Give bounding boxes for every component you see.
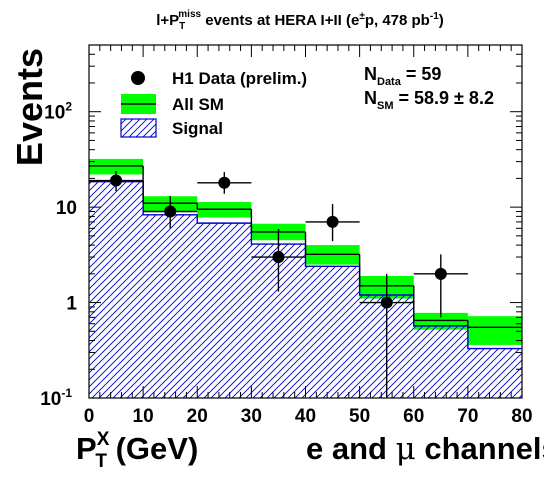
all-sm-band-bin [467, 316, 522, 345]
x-tick-label: 80 [511, 406, 532, 427]
x-tick-label: 0 [84, 406, 95, 427]
y-tick-label: 102 [44, 100, 72, 124]
n-data-annotation: NData = 59 [364, 64, 441, 88]
legend-swatch-signal [120, 118, 157, 138]
data-point [380, 296, 393, 309]
all-sm-band-bin [89, 158, 144, 175]
x-tick-label: 60 [403, 406, 424, 427]
legend-marker-data [131, 71, 145, 85]
chart-title: l+PTmiss events at HERA I+II (e±p, 478 p… [156, 9, 444, 32]
x-axis-label: PX T (GeV) [76, 429, 198, 472]
x-tick-label: 30 [241, 406, 262, 427]
data-point [110, 174, 123, 187]
signal-hatch-area [89, 181, 522, 398]
n-sm-annotation: NSM = 58.9 ± 8.2 [364, 88, 494, 112]
data-point [326, 215, 339, 228]
x-tick-label: 50 [349, 406, 370, 427]
x-tick-label: 40 [295, 406, 316, 427]
data-point [164, 205, 177, 218]
y-tick-label: 1 [66, 294, 77, 315]
x-axis-channels: e and μ channels [306, 431, 544, 467]
y-tick-label: 10 [56, 198, 77, 219]
x-tick-label: 70 [457, 406, 478, 427]
x-tick-label: 20 [187, 406, 208, 427]
legend-label-all-sm: All SM [172, 95, 224, 114]
legend-label-data: H1 Data (prelim.) [172, 69, 307, 88]
data-point [434, 267, 447, 280]
y-tick-label: 10-1 [40, 386, 72, 410]
legend-label-signal: Signal [172, 119, 223, 138]
x-tick-label: 10 [133, 406, 154, 427]
data-point [218, 176, 231, 189]
y-axis-label: Events [9, 48, 50, 166]
data-point [272, 251, 285, 264]
